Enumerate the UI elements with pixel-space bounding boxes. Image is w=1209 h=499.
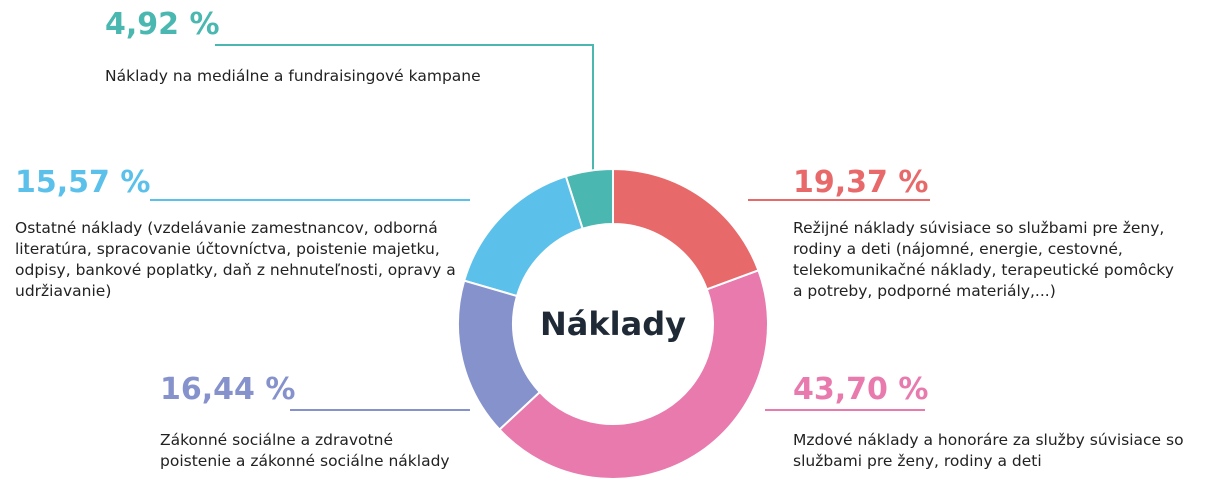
donut-slice xyxy=(462,175,584,298)
value-label: 19,37 % xyxy=(793,165,929,200)
value-label: 16,44 % xyxy=(160,372,296,407)
category-label: Ostatné náklady (vzdelávanie zamestnanco… xyxy=(15,219,456,300)
value-label: 43,70 % xyxy=(793,372,929,407)
value-label: 15,57 % xyxy=(15,165,151,200)
category-label: Režijné náklady súvisiace so službami pr… xyxy=(793,219,1174,300)
chart-title: Náklady xyxy=(540,305,686,343)
value-label: 4,92 % xyxy=(105,7,220,42)
donut-slice xyxy=(457,279,542,432)
donut-slice xyxy=(612,167,760,291)
leader-line xyxy=(215,44,594,172)
donut-slice xyxy=(498,269,769,480)
category-label: Zákonné sociálne a zdravotné poistenie a… xyxy=(160,431,450,470)
category-label: Náklady na mediálne a fundraisingové kam… xyxy=(105,67,481,85)
category-label: Mzdové náklady a honoráre za služby súvi… xyxy=(793,431,1184,470)
